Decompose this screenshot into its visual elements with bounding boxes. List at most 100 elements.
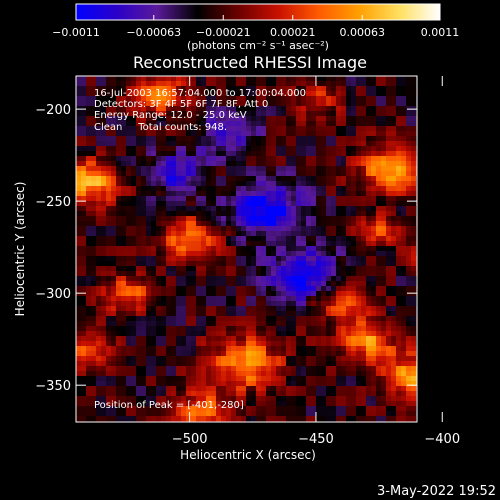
heatmap-cell [386, 311, 391, 316]
heatmap-cell [216, 166, 221, 171]
heatmap-cell [371, 166, 376, 171]
heatmap-cell [341, 241, 346, 246]
heatmap-cell [366, 286, 371, 291]
heatmap-cell [311, 301, 316, 306]
heatmap-cell [296, 271, 301, 276]
heatmap-cell [106, 286, 111, 291]
heatmap-cell [321, 96, 326, 101]
heatmap-cell [111, 346, 116, 351]
heatmap-cell [206, 76, 211, 81]
heatmap-cell [151, 86, 156, 91]
heatmap-cell [401, 316, 406, 321]
heatmap-cell [361, 346, 366, 351]
heatmap-cell [346, 126, 351, 131]
heatmap-cell [336, 256, 341, 261]
heatmap-cell [326, 81, 331, 86]
heatmap-cell [161, 411, 166, 416]
heatmap-cell [211, 361, 216, 366]
heatmap-cell [211, 311, 216, 316]
heatmap-cell [271, 181, 276, 186]
heatmap-cell [196, 341, 201, 346]
heatmap-cell [131, 361, 136, 366]
heatmap-cell [316, 196, 321, 201]
heatmap-cell [241, 236, 246, 241]
heatmap-cell [141, 111, 146, 116]
heatmap-cell [326, 166, 331, 171]
heatmap-cell [341, 256, 346, 261]
heatmap-cell [351, 326, 356, 331]
heatmap-cell [186, 356, 191, 361]
heatmap-cell [211, 316, 216, 321]
heatmap-cell [291, 111, 296, 116]
heatmap-cell [151, 261, 156, 266]
heatmap-cell [201, 126, 206, 131]
heatmap-cell [391, 236, 396, 241]
heatmap-cell [156, 241, 161, 246]
heatmap-cell [351, 391, 356, 396]
heatmap-cell [116, 96, 121, 101]
heatmap-cell [316, 351, 321, 356]
heatmap-cell [141, 356, 146, 361]
heatmap-cell [226, 151, 231, 156]
heatmap-cell [266, 171, 271, 176]
heatmap-cell [181, 206, 186, 211]
heatmap-cell [81, 416, 86, 421]
heatmap-cell [126, 76, 131, 81]
heatmap-cell [321, 371, 326, 376]
heatmap-cell [141, 116, 146, 121]
heatmap-cell [161, 186, 166, 191]
heatmap-cell [411, 271, 416, 276]
heatmap-cell [371, 256, 376, 261]
heatmap-cell [301, 146, 306, 151]
heatmap-cell [171, 146, 176, 151]
heatmap-cell [141, 361, 146, 366]
heatmap-cell [196, 251, 201, 256]
heatmap-cell [266, 191, 271, 196]
heatmap-cell [341, 301, 346, 306]
heatmap-cell [306, 301, 311, 306]
heatmap-cell [221, 101, 226, 106]
heatmap-cell [351, 321, 356, 326]
heatmap-cell [356, 256, 361, 261]
heatmap-cell [211, 391, 216, 396]
heatmap-cell [376, 176, 381, 181]
heatmap-cell [156, 211, 161, 216]
heatmap-cell [101, 161, 106, 166]
heatmap-cell [201, 106, 206, 111]
heatmap-cell [261, 151, 266, 156]
heatmap-cell [101, 376, 106, 381]
heatmap-cell [111, 91, 116, 96]
heatmap-cell [201, 401, 206, 406]
heatmap-cell [131, 136, 136, 141]
heatmap-cell [366, 131, 371, 136]
heatmap-cell [286, 201, 291, 206]
heatmap-cell [256, 391, 261, 396]
heatmap-cell [281, 381, 286, 386]
heatmap-cell [266, 306, 271, 311]
heatmap-cell [136, 376, 141, 381]
heatmap-cell [131, 251, 136, 256]
heatmap-cell [411, 381, 416, 386]
heatmap-cell [356, 206, 361, 211]
heatmap-cell [396, 216, 401, 221]
heatmap-cell [391, 336, 396, 341]
heatmap-cell [286, 381, 291, 386]
heatmap-cell [301, 336, 306, 341]
heatmap-cell [306, 356, 311, 361]
heatmap-cell [236, 241, 241, 246]
heatmap-cell [296, 126, 301, 131]
heatmap-cell [411, 251, 416, 256]
heatmap-cell [161, 306, 166, 311]
heatmap-cell [111, 416, 116, 421]
heatmap-cell [206, 201, 211, 206]
heatmap-cell [131, 171, 136, 176]
heatmap-cell [246, 311, 251, 316]
heatmap-cell [371, 76, 376, 81]
heatmap-cell [296, 346, 301, 351]
heatmap-cell [141, 216, 146, 221]
heatmap-cell [171, 366, 176, 371]
heatmap-cell [366, 176, 371, 181]
heatmap-cell [76, 391, 81, 396]
heatmap-cell [76, 181, 81, 186]
heatmap-cell [161, 271, 166, 276]
